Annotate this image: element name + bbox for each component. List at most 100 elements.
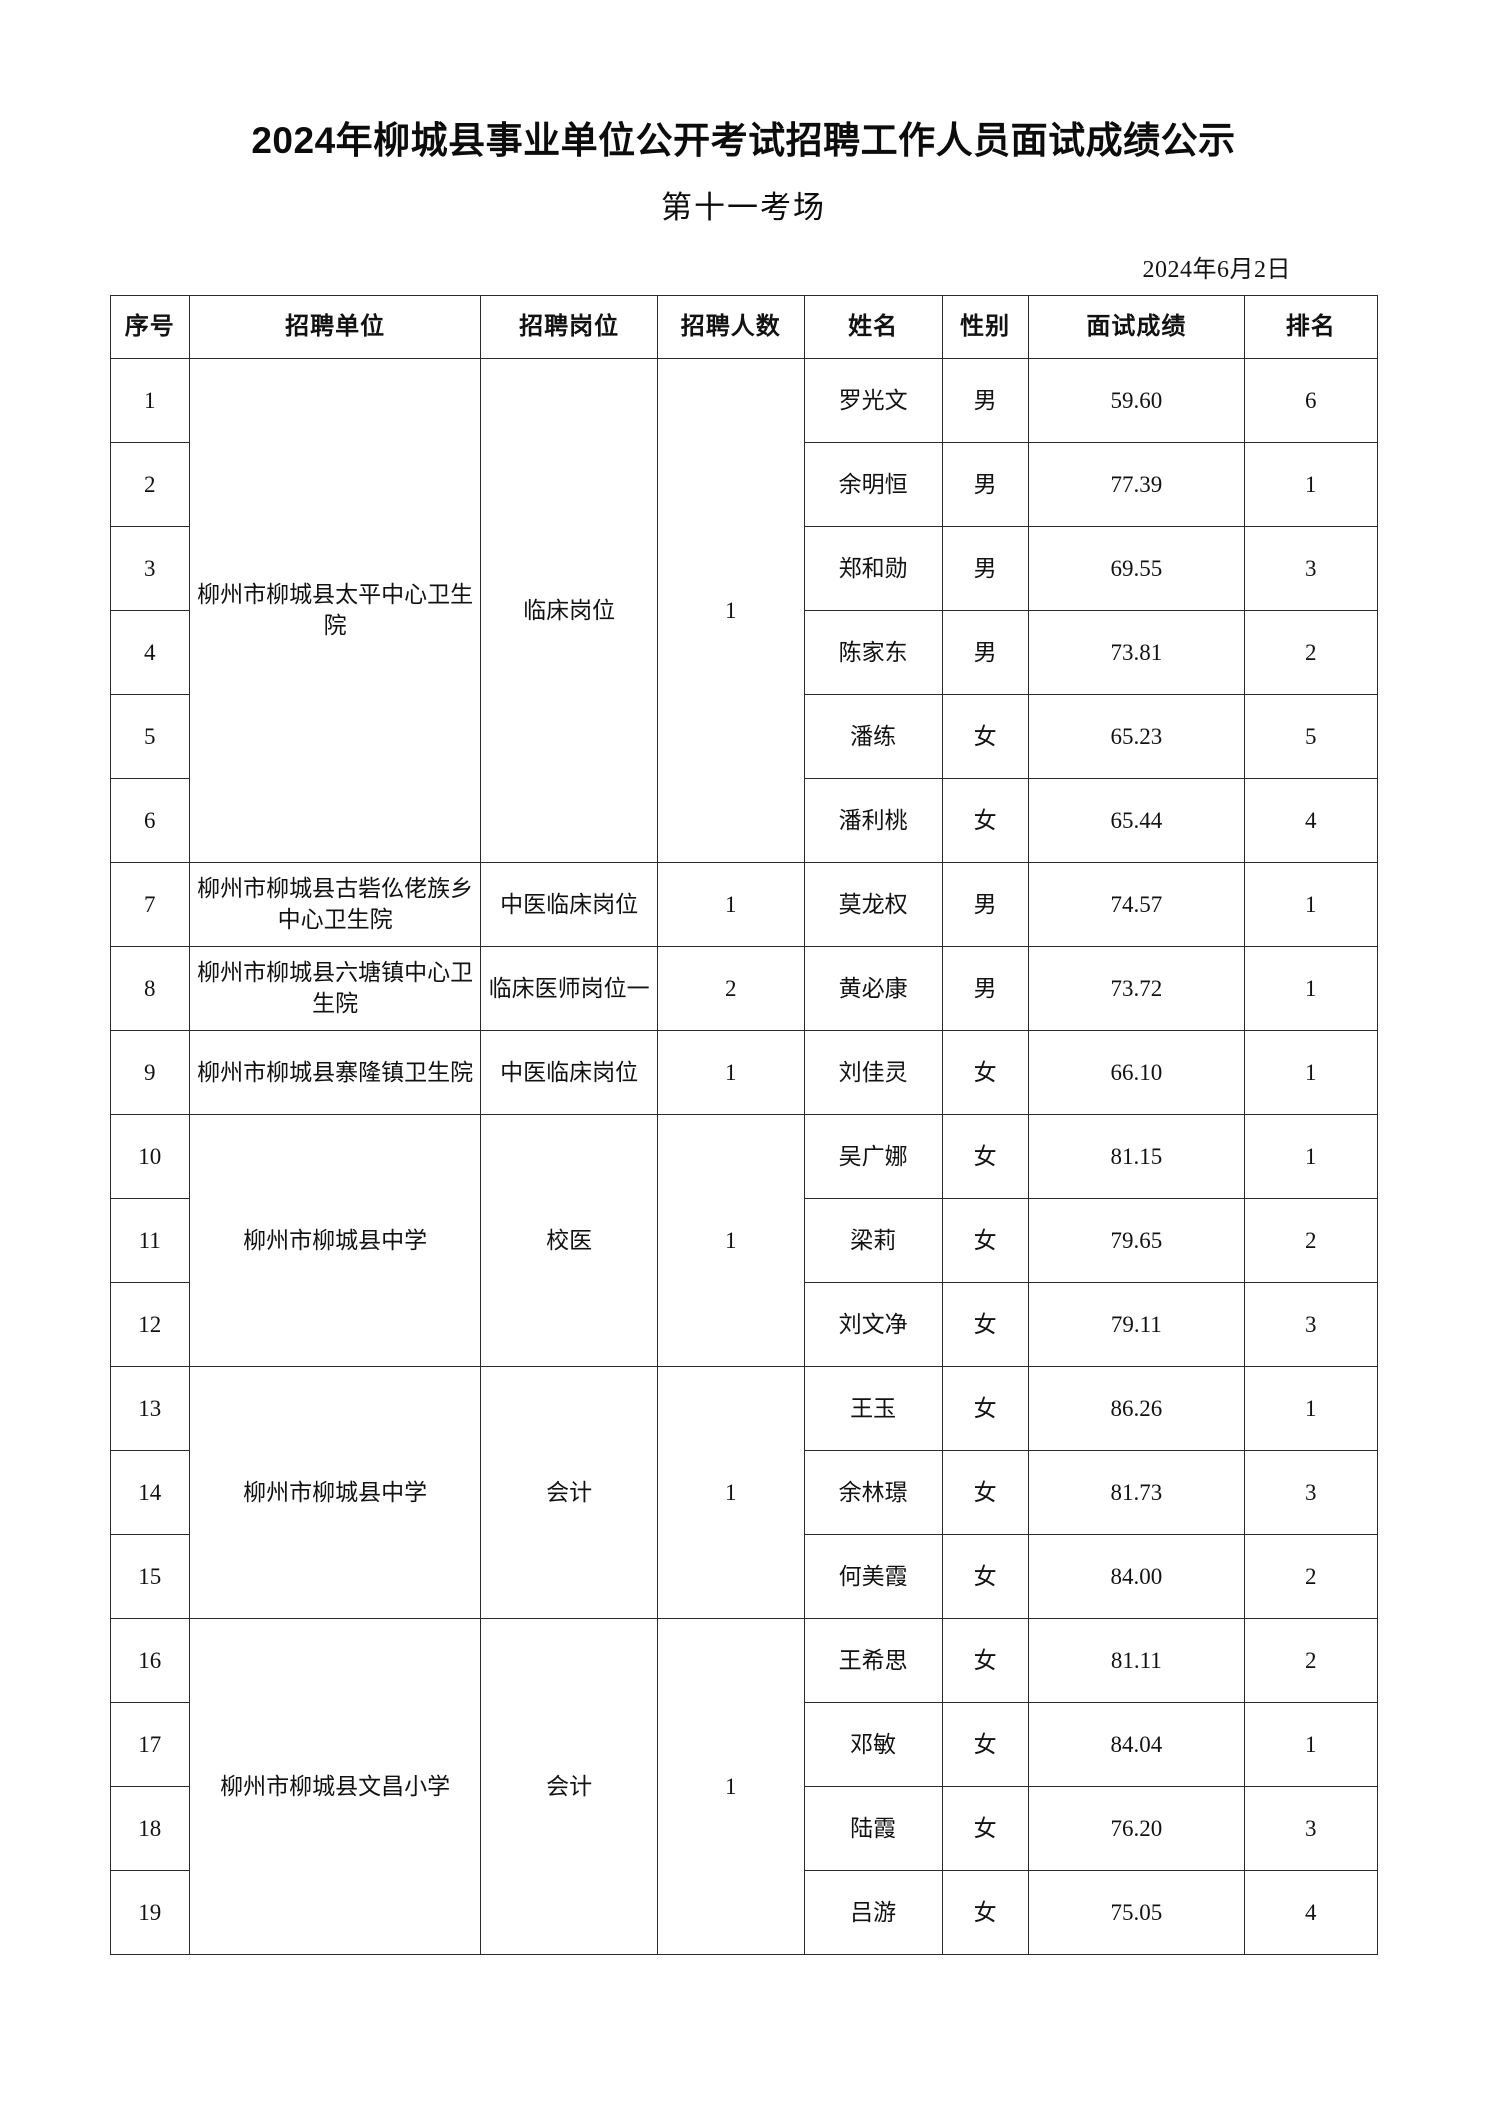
header-rank: 排名 xyxy=(1244,295,1378,360)
cell-unit: 柳州市柳城县古砦仫佬族乡中心卫生院 xyxy=(188,862,482,948)
cell-index: 7 xyxy=(109,862,190,948)
cell-index: 9 xyxy=(109,1030,190,1116)
cell-index: 4 xyxy=(109,610,190,696)
cell-index: 1 xyxy=(109,358,190,444)
cell-name: 陈家东 xyxy=(803,610,943,696)
cell-rank: 1 xyxy=(1244,1114,1378,1200)
cell-index: 14 xyxy=(109,1450,190,1536)
cell-score: 65.23 xyxy=(1027,694,1246,780)
table-row: 15 何美霞女 84.00 2 xyxy=(109,1534,1378,1620)
cell-score: 74.57 xyxy=(1027,862,1246,948)
cell-score: 86.26 xyxy=(1027,1366,1246,1452)
cell-sex: 男 xyxy=(941,862,1029,948)
cell-name: 罗光文 xyxy=(803,358,943,444)
table-row: 8 柳州市柳城县六塘镇中心卫生院 临床医师岗位一 2 黄必康男 73.72 1 xyxy=(109,946,1378,1032)
cell-rank: 2 xyxy=(1244,1534,1378,1620)
cell-score: 81.15 xyxy=(1027,1114,1246,1200)
cell-index: 17 xyxy=(109,1702,190,1788)
cell-sex: 男 xyxy=(941,946,1029,1032)
cell-score: 79.11 xyxy=(1027,1282,1246,1368)
header-sex: 性别 xyxy=(941,295,1029,360)
table-row: 6 潘利桃女 65.44 4 xyxy=(109,778,1378,864)
table-row: 13 柳州市柳城县中学 会计 1 王玉女 86.26 1 xyxy=(109,1366,1378,1620)
cell-sex: 男 xyxy=(941,526,1029,612)
cell-index: 13 xyxy=(109,1366,190,1452)
cell-rank: 4 xyxy=(1244,1870,1378,1956)
header-name: 姓名 xyxy=(803,295,943,360)
cell-sex: 男 xyxy=(941,610,1029,696)
cell-sex: 男 xyxy=(941,442,1029,528)
cell-index: 5 xyxy=(109,694,190,780)
cell-sex: 女 xyxy=(941,1534,1029,1620)
header-unit: 招聘单位 xyxy=(188,295,482,360)
cell-score: 69.55 xyxy=(1027,526,1246,612)
publish-date: 2024年6月2日 xyxy=(1142,257,1291,284)
table-row: 10 柳州市柳城县中学 校医 1 吴广娜女 81.15 1 xyxy=(109,1114,1378,1368)
cell-post: 会计 xyxy=(480,1366,658,1620)
table-row: 4 陈家东男 73.81 2 xyxy=(109,610,1378,696)
cell-name: 黄必康 xyxy=(803,946,943,1032)
cell-score: 65.44 xyxy=(1027,778,1246,864)
table-row: 14 余林璟女 81.73 3 xyxy=(109,1450,1378,1536)
table-row: 7 柳州市柳城县古砦仫佬族乡中心卫生院 中医临床岗位 1 莫龙权男 74.57 1 xyxy=(109,862,1378,948)
cell-score: 73.81 xyxy=(1027,610,1246,696)
cell-sex: 女 xyxy=(941,694,1029,780)
cell-count: 1 xyxy=(656,1366,805,1620)
cell-index: 6 xyxy=(109,778,190,864)
cell-name: 刘佳灵 xyxy=(803,1030,943,1116)
cell-score: 59.60 xyxy=(1027,358,1246,444)
cell-name: 王玉 xyxy=(803,1366,943,1452)
cell-rank: 3 xyxy=(1244,526,1378,612)
cell-index: 11 xyxy=(109,1198,190,1284)
table-header-row: 序号 招聘单位 招聘岗位 招聘人数 姓名 性别 面试成绩 排名 xyxy=(109,295,1378,360)
cell-score: 73.72 xyxy=(1027,946,1246,1032)
cell-post: 校医 xyxy=(480,1114,658,1368)
cell-rank: 2 xyxy=(1244,1198,1378,1284)
table-body: 1 柳州市柳城县太平中心卫生院 临床岗位 1 罗光文男 59.60 6 2 余明恒男 77.39 1… xyxy=(109,358,1378,1956)
cell-post: 临床医师岗位一 xyxy=(480,946,658,1032)
cell-unit: 柳州市柳城县六塘镇中心卫生院 xyxy=(188,946,482,1032)
cell-name: 潘练 xyxy=(803,694,943,780)
cell-name: 潘利桃 xyxy=(803,778,943,864)
cell-rank: 2 xyxy=(1244,1618,1378,1704)
cell-rank: 1 xyxy=(1244,442,1378,528)
cell-sex: 女 xyxy=(941,1702,1029,1788)
header-score: 面试成绩 xyxy=(1027,295,1246,360)
cell-rank: 6 xyxy=(1244,358,1378,444)
cell-count: 1 xyxy=(656,1114,805,1368)
cell-name: 余林璟 xyxy=(803,1450,943,1536)
header-count: 招聘人数 xyxy=(656,295,805,360)
cell-name: 陆霞 xyxy=(803,1786,943,1872)
table-row: 2 余明恒男 77.39 1 xyxy=(109,442,1378,528)
cell-count: 1 xyxy=(656,1618,805,1956)
cell-rank: 5 xyxy=(1244,694,1378,780)
cell-sex: 男 xyxy=(941,358,1029,444)
cell-sex: 女 xyxy=(941,1198,1029,1284)
cell-rank: 1 xyxy=(1244,1030,1378,1116)
page-title: 2024年柳城县事业单位公开考试招聘工作人员面试成绩公示 xyxy=(251,120,1236,161)
cell-post: 会计 xyxy=(480,1618,658,1956)
cell-post: 临床岗位 xyxy=(480,358,658,864)
header-post: 招聘岗位 xyxy=(480,295,658,360)
cell-name: 何美霞 xyxy=(803,1534,943,1620)
cell-sex: 女 xyxy=(941,778,1029,864)
cell-unit: 柳州市柳城县中学 xyxy=(188,1114,482,1368)
cell-rank: 1 xyxy=(1244,1366,1378,1452)
cell-score: 75.05 xyxy=(1027,1870,1246,1956)
table-row: 17 邓敏女 84.04 1 xyxy=(109,1702,1378,1788)
cell-post: 中医临床岗位 xyxy=(480,1030,658,1116)
cell-name: 郑和勋 xyxy=(803,526,943,612)
page-subtitle: 第十一考场 xyxy=(661,190,826,226)
cell-name: 刘文净 xyxy=(803,1282,943,1368)
cell-rank: 1 xyxy=(1244,862,1378,948)
cell-index: 3 xyxy=(109,526,190,612)
cell-name: 吕游 xyxy=(803,1870,943,1956)
cell-count: 2 xyxy=(656,946,805,1032)
table-row: 16 柳州市柳城县文昌小学 会计 1 王希思女 81.11 2 xyxy=(109,1618,1378,1956)
cell-index: 8 xyxy=(109,946,190,1032)
cell-name: 莫龙权 xyxy=(803,862,943,948)
cell-sex: 女 xyxy=(941,1450,1029,1536)
table-row: 12 刘文净女 79.11 3 xyxy=(109,1282,1378,1368)
cell-index: 12 xyxy=(109,1282,190,1368)
